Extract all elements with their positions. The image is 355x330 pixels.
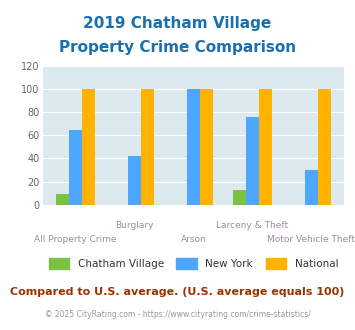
Bar <box>233 189 246 205</box>
Bar <box>128 156 141 205</box>
Bar <box>246 117 259 205</box>
Text: Arson: Arson <box>181 235 206 244</box>
Bar <box>82 89 95 205</box>
Text: © 2025 CityRating.com - https://www.cityrating.com/crime-statistics/: © 2025 CityRating.com - https://www.city… <box>45 310 310 319</box>
Bar <box>56 194 69 205</box>
Text: Motor Vehicle Theft: Motor Vehicle Theft <box>267 235 355 244</box>
Bar <box>259 89 272 205</box>
Text: Property Crime Comparison: Property Crime Comparison <box>59 40 296 55</box>
Text: Compared to U.S. average. (U.S. average equals 100): Compared to U.S. average. (U.S. average … <box>10 287 345 297</box>
Bar <box>187 89 200 205</box>
Text: 2019 Chatham Village: 2019 Chatham Village <box>83 16 272 31</box>
Text: Burglary: Burglary <box>115 221 154 230</box>
Bar <box>141 89 154 205</box>
Text: All Property Crime: All Property Crime <box>34 235 117 244</box>
Bar <box>69 129 82 205</box>
Bar <box>318 89 331 205</box>
Legend: Chatham Village, New York, National: Chatham Village, New York, National <box>44 254 343 273</box>
Bar <box>305 170 318 205</box>
Bar <box>200 89 213 205</box>
Text: Larceny & Theft: Larceny & Theft <box>216 221 288 230</box>
